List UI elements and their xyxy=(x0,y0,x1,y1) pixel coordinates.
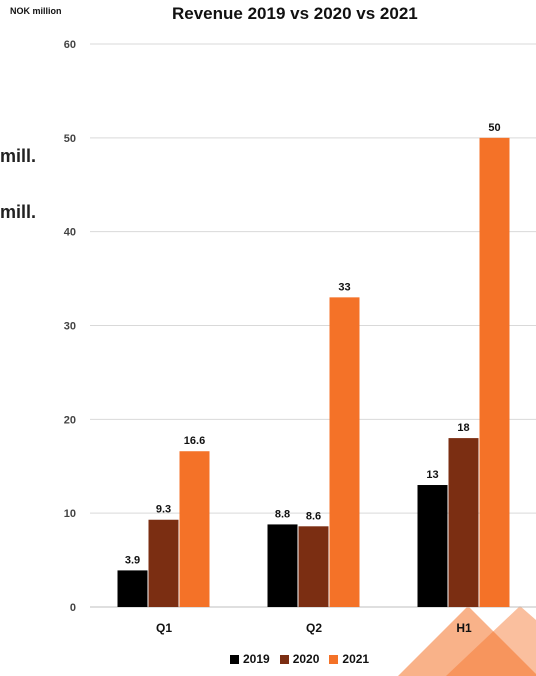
side-text-1: mill. xyxy=(0,146,37,166)
legend-swatch-2019 xyxy=(230,654,239,664)
data-label-2019-Q1: 3.9 xyxy=(125,554,140,566)
data-label-2021-H1: 50 xyxy=(488,122,500,134)
decorative-triangles xyxy=(398,606,536,676)
bar-2021-Q2 xyxy=(329,297,360,607)
x-tick-label-Q1: Q1 xyxy=(156,621,172,635)
legend-label-2019: 2019 xyxy=(243,652,270,666)
bar-2020-Q1 xyxy=(148,519,179,607)
y-tick-label: 40 xyxy=(64,227,76,239)
unit-label: NOK million xyxy=(10,6,62,16)
legend-label-2021: 2021 xyxy=(342,652,370,666)
y-tick-label: 0 xyxy=(70,602,76,614)
data-label-2019-H1: 13 xyxy=(426,469,438,481)
bar-2020-Q2 xyxy=(298,526,329,607)
chart-title: Revenue 2019 vs 2020 vs 2021 xyxy=(172,4,418,23)
legend-item-2019: 2019 xyxy=(230,652,270,666)
bar-2019-H1 xyxy=(417,485,448,607)
bar-2019-Q2 xyxy=(267,524,298,607)
x-tick-label-Q2: Q2 xyxy=(306,621,322,635)
side-text-2: mill. xyxy=(0,202,37,222)
y-tick-label: 10 xyxy=(64,508,76,520)
data-label-2020-Q2: 8.6 xyxy=(306,510,321,522)
legend-item-2021: 2021 xyxy=(329,652,369,666)
data-label-2021-Q1: 16.6 xyxy=(184,435,205,447)
decor-triangle-1 xyxy=(398,606,536,676)
legend-swatch-2020 xyxy=(279,654,289,664)
x-tick-label-H1: H1 xyxy=(456,621,472,635)
y-tick-label: 50 xyxy=(64,133,76,145)
legend-swatch-2021 xyxy=(329,654,339,664)
legend-item-2020: 2020 xyxy=(279,652,320,666)
data-label-2020-Q1: 9.3 xyxy=(156,504,171,516)
data-label-2021-Q2: 33 xyxy=(338,281,350,293)
data-label-2020-H1: 18 xyxy=(457,422,469,434)
legend-label-2020: 2020 xyxy=(292,652,320,666)
bar-2020-H1 xyxy=(448,438,479,607)
bar-2021-H1 xyxy=(479,137,510,608)
data-label-2019-Q2: 8.8 xyxy=(275,508,290,520)
bar-2021-Q1 xyxy=(179,451,210,607)
y-tick-label: 20 xyxy=(64,414,76,426)
legend: 2019 2020 2021 xyxy=(230,652,369,666)
decor-triangle-2 xyxy=(446,606,536,676)
y-tick-label: 30 xyxy=(64,321,76,333)
bar-2019-Q1 xyxy=(117,570,148,607)
y-tick-label: 60 xyxy=(64,39,76,51)
